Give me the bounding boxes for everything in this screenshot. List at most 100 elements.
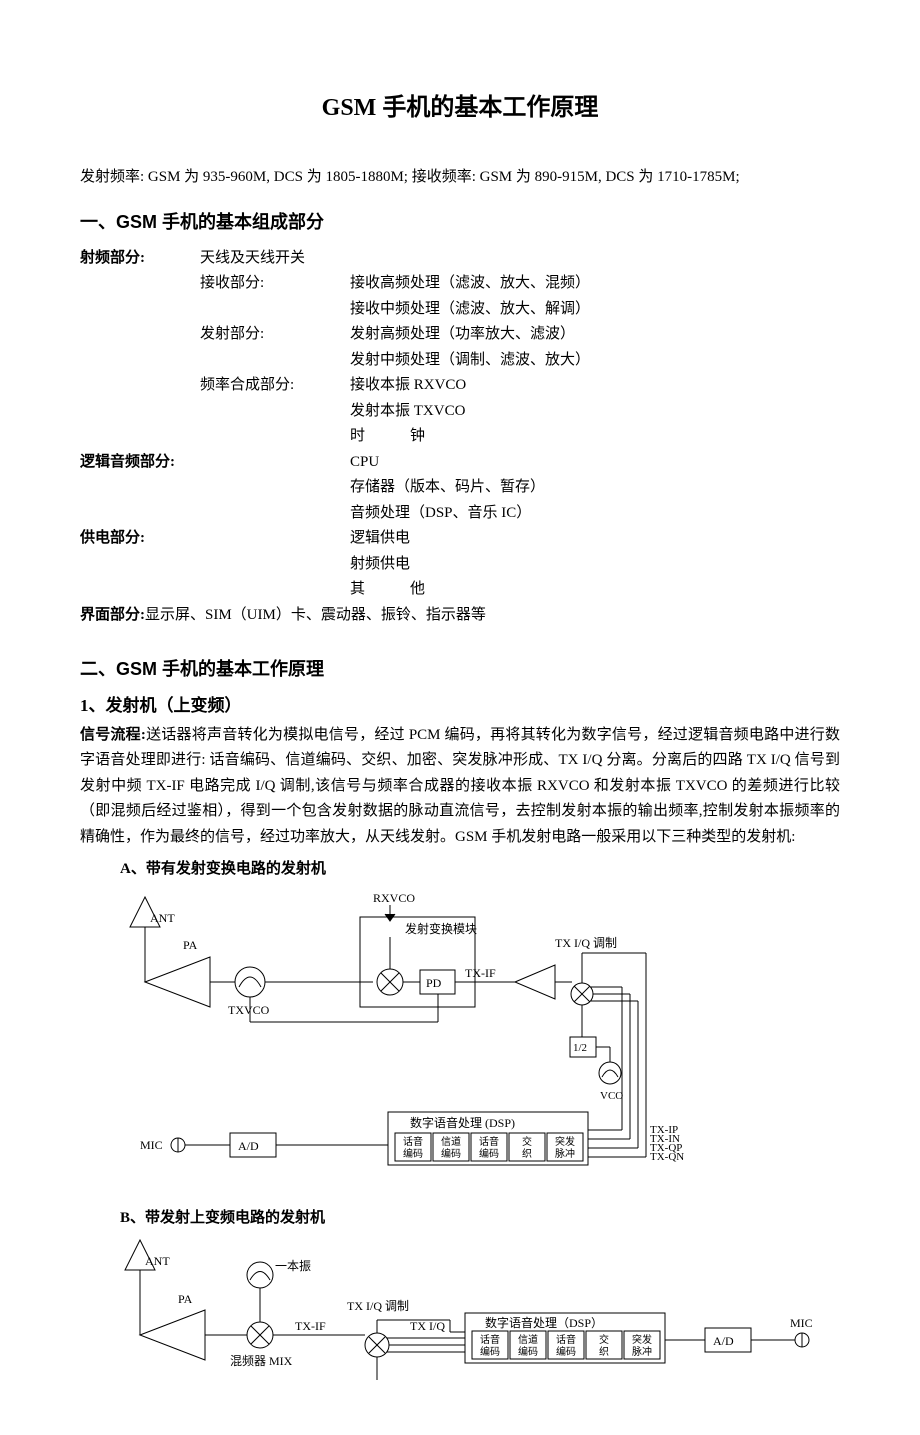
cell: 射频部分: [80,246,200,272]
pd-label: PD [426,976,442,990]
cell [350,246,840,272]
ad-label: A/D [238,1139,259,1153]
cell: 天线及天线开关 [200,246,350,272]
cell [80,373,200,399]
cell: CPU [350,450,840,476]
section2-heading: 二、GSM 手机的基本工作原理 [80,656,840,683]
cell [80,322,200,348]
dsp-cell: 编码 [518,1345,538,1358]
section1-interface-line: 界面部分:显示屏、SIM（UIM）卡、震动器、振铃、指示器等 [80,603,840,629]
pa-label: PA [183,938,198,952]
cell: 发射中频处理（调制、滤波、放大） [350,348,840,374]
cell [80,297,200,323]
cell [200,577,350,603]
dsp-cell: 编码 [441,1147,461,1160]
cell: 接收本振 RXVCO [350,373,840,399]
cell: 接收部分: [200,271,350,297]
diagram-b: ANT PA 混频器 MIX 一本振 TX-IF [120,1235,840,1385]
dsp-cell: 突发 [555,1135,575,1148]
onehalf-label: 1/2 [573,1042,587,1054]
diagram-a-svg: ANT PA TXVCO RXVCO 发射变换模块 [120,887,760,1197]
dsp-cell: 脉冲 [632,1345,652,1358]
txif-label: TX-IF [295,1319,326,1333]
mixer-label: 混频器 MIX [230,1354,293,1368]
diagA-heading: A、带有发射变换电路的发射机 [120,858,840,881]
pa-label: PA [178,1292,193,1306]
mic-label: MIC [140,1138,163,1152]
frequency-line: 发射频率: GSM 为 935-960M, DCS 为 1805-1880M; … [80,166,840,189]
micB-label: MIC [790,1316,813,1330]
dsp-cell: 信道 [441,1135,461,1148]
cell [200,297,350,323]
dsp-cell: 交 [599,1333,609,1346]
iq-label: TX I/Q 调制 [555,936,617,950]
diagram-b-svg: ANT PA 混频器 MIX 一本振 TX-IF [120,1235,840,1385]
cell [80,271,200,297]
dsp-cell: 话音 [480,1333,500,1346]
dsp-cell: 交 [522,1135,532,1148]
label: 界面部分: [80,607,145,623]
cell: 发射本振 TXVCO [350,399,840,425]
adB-label: A/D [713,1334,734,1348]
cell: 音频处理（DSP、音乐 IC） [350,501,840,527]
text: 显示屏、SIM（UIM）卡、震动器、振铃、指示器等 [145,607,486,623]
page-title: GSM 手机的基本工作原理 [80,90,840,126]
cell [200,552,350,578]
cell [200,501,350,527]
dspB-label: 数字语音处理（DSP） [485,1315,603,1330]
cell [200,348,350,374]
cell [200,475,350,501]
cell [80,348,200,374]
cell: 接收中频处理（滤波、放大、解调） [350,297,840,323]
diagB-heading: B、带发射上变频电路的发射机 [120,1207,840,1230]
cell [80,577,200,603]
rxvco-label: RXVCO [373,891,415,905]
cell [80,424,200,450]
cell [80,501,200,527]
cell: 射频供电 [350,552,840,578]
dsp-cell: 话音 [479,1135,499,1148]
cell: 接收高频处理（滤波、放大、混频） [350,271,840,297]
label: 信号流程: [80,727,146,743]
cell: 时 钟 [350,424,840,450]
vco-label: VCO [600,1090,623,1102]
cell [200,424,350,450]
section1-table: 射频部分:天线及天线开关 接收部分:接收高频处理（滤波、放大、混频） 接收中频处… [80,246,840,603]
dsp-cell: 编码 [480,1345,500,1358]
dsp-cell: 话音 [556,1333,576,1346]
txvco-label: TXVCO [228,1003,270,1017]
iq-mod-label: TX I/Q 调制 [347,1299,409,1313]
dsp-cell: 织 [522,1148,532,1160]
cell [80,475,200,501]
cell: 发射部分: [200,322,350,348]
text: 送话器将声音转化为模拟电信号，经过 PCM 编码，再将其转化为数字信号，经过逻辑… [80,727,840,845]
dsp-cell: 织 [599,1346,609,1358]
cell [200,526,350,552]
section1-heading: 一、GSM 手机的基本组成部分 [80,209,840,236]
cell [80,552,200,578]
txiq-label: TX I/Q [410,1319,445,1333]
dsp-cell: 编码 [479,1147,499,1160]
dsp-cell: 突发 [632,1333,652,1346]
dsp-cell: 编码 [403,1147,423,1160]
osc-label: 一本振 [275,1259,311,1273]
out3: TX-QN [650,1151,684,1163]
dsp-cell: 脉冲 [555,1147,575,1160]
conv-label: 发射变换模块 [405,921,477,936]
cell: 存储器（版本、码片、暂存） [350,475,840,501]
dsp-cell: 话音 [403,1135,423,1148]
cell: 发射高频处理（功率放大、滤波） [350,322,840,348]
txif-label: TX-IF [465,966,496,980]
dsp-label: 数字语音处理 (DSP) [410,1115,515,1130]
dsp-cell: 信道 [518,1333,538,1346]
cell: 其 他 [350,577,840,603]
cell [200,399,350,425]
sub1-body: 信号流程:送话器将声音转化为模拟电信号，经过 PCM 编码，再将其转化为数字信号… [80,723,840,851]
cell: 逻辑音频部分: [80,450,200,476]
cell: 逻辑供电 [350,526,840,552]
ant-label: ANT [150,911,175,925]
cell [200,450,350,476]
cell: 供电部分: [80,526,200,552]
cell: 频率合成部分: [200,373,350,399]
diagram-a: ANT PA TXVCO RXVCO 发射变换模块 [120,887,840,1197]
